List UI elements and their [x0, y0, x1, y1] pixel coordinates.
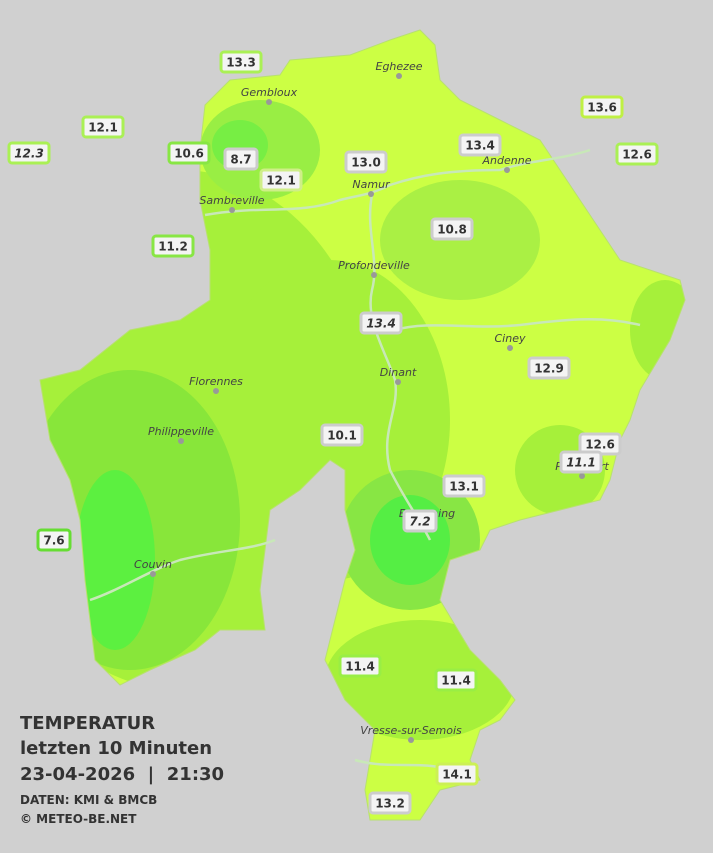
station-box [527, 356, 571, 380]
city-label: Namur [352, 178, 391, 191]
station-temp: 14.1 [442, 768, 472, 782]
station-temp: 12.9 [534, 362, 564, 376]
station-temp: 12.3 [14, 147, 44, 161]
station-temp: 13.2 [375, 797, 405, 811]
city-label: Dinant [380, 366, 417, 379]
city-dot [368, 191, 374, 197]
station-temp: 13.3 [226, 56, 256, 70]
station-box [430, 217, 474, 241]
city-dot [371, 272, 377, 278]
station-temp: 13.4 [465, 139, 495, 153]
city-label: Florennes [189, 375, 243, 388]
city-dot [266, 99, 272, 105]
station-temp: 13.6 [587, 101, 617, 115]
station-temp: 13.1 [449, 480, 479, 494]
city-dot [178, 438, 184, 444]
city-label: Profondeville [338, 259, 410, 272]
city-dot [579, 473, 585, 479]
stations: 13.3 12.1 12.3 10.6 8.7 12.1 13.0 13.4 13.6 12.6 1… [7, 50, 659, 815]
cities: Eghezee Gembloux Andenne Namur Sambreville Pr… [134, 60, 609, 743]
station-temp: 8.7 [230, 153, 251, 167]
legend-copyright: © METEO-BE.NET [20, 812, 137, 826]
station-box [615, 142, 659, 166]
station-box [167, 141, 211, 165]
station-temp: 12.1 [266, 174, 296, 188]
city-dot [150, 571, 156, 577]
station-box [442, 474, 486, 498]
station-temp: 13.0 [351, 156, 381, 170]
legend-title: TEMPERATUR [20, 713, 155, 734]
station-temp: 11.4 [441, 674, 471, 688]
legend-source: DATEN: KMI & BMCB [20, 793, 157, 807]
station-box [344, 150, 388, 174]
station-box [559, 450, 603, 474]
legend-subtitle: letzten 10 Minuten [20, 738, 212, 759]
station-temp: 12.6 [585, 438, 615, 452]
station-temp: 11.1 [566, 456, 596, 470]
station-temp: 10.6 [174, 147, 204, 161]
station-box [223, 147, 259, 171]
legend-datetime: 23-04-2026 | 21:30 [20, 764, 224, 785]
city-dot [408, 737, 414, 743]
station-box [7, 141, 51, 165]
city-label: Vresse-sur-Semois [360, 724, 462, 737]
station-temp: 11.2 [158, 240, 188, 254]
station-temp: 13.4 [366, 317, 396, 331]
station-box [402, 509, 438, 533]
station-box [81, 115, 125, 139]
station-box [458, 133, 502, 157]
station-box [151, 234, 195, 258]
city-dot [507, 345, 513, 351]
station-temp: 7.6 [43, 534, 64, 548]
city-label: Andenne [482, 154, 532, 167]
city-dot [229, 207, 235, 213]
station-box [359, 311, 403, 335]
station-box [338, 654, 382, 678]
city-label: Sambreville [199, 194, 264, 207]
city-dot [395, 379, 401, 385]
station-box [580, 95, 624, 119]
station-temp: 12.1 [88, 121, 118, 135]
station-box [320, 423, 364, 447]
station-temp: 10.1 [327, 429, 357, 443]
station-box [36, 528, 72, 552]
station-box [434, 668, 478, 692]
city-dot [504, 167, 510, 173]
city-label: Couvin [134, 558, 172, 571]
city-dot [213, 388, 219, 394]
station-temp: 12.6 [622, 148, 652, 162]
station-temp: 10.8 [437, 223, 467, 237]
city-dot [396, 73, 402, 79]
station-temp: 11.4 [345, 660, 375, 674]
city-label: Ciney [495, 332, 526, 345]
station-box [435, 762, 479, 786]
station-box [259, 168, 303, 192]
station-temp: 7.2 [409, 515, 430, 529]
rivers [89, 148, 641, 772]
city-label: Gembloux [241, 86, 298, 99]
city-label: Philippeville [148, 425, 214, 438]
city-label: Eghezee [376, 60, 423, 73]
station-box [368, 791, 412, 815]
station-box [219, 50, 263, 74]
